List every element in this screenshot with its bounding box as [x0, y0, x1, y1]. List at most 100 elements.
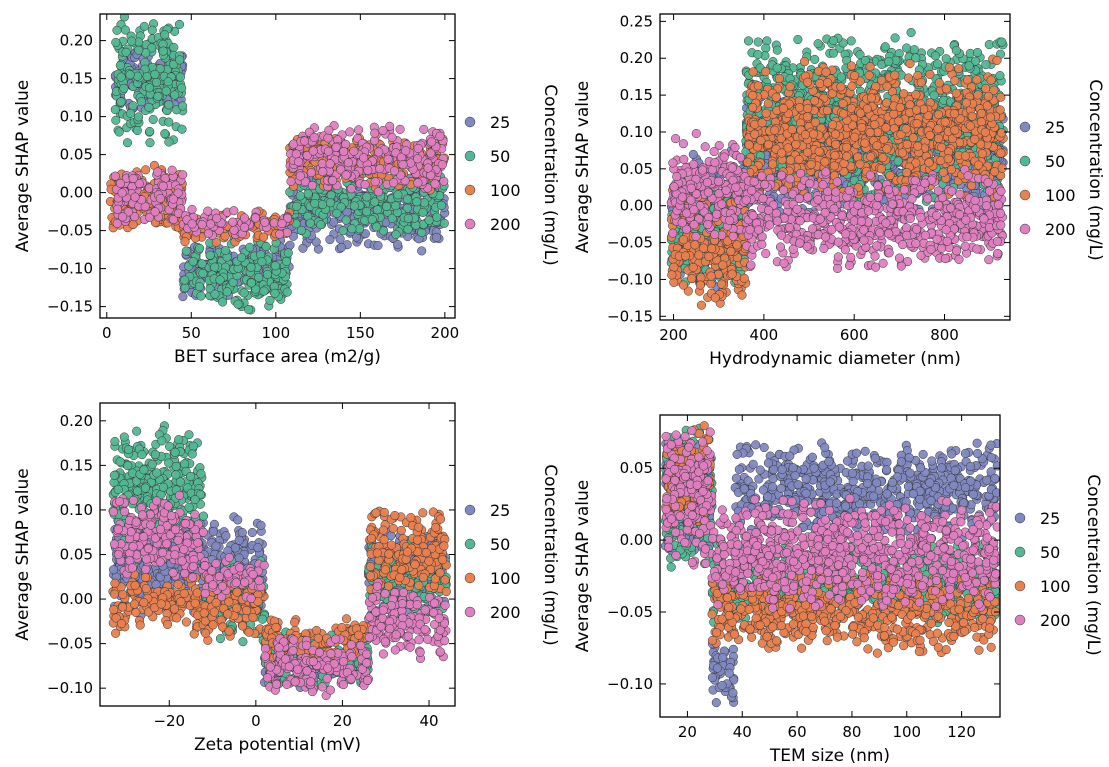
data-point	[413, 143, 423, 153]
data-point	[305, 218, 315, 228]
data-point	[906, 27, 916, 38]
data-point	[212, 213, 222, 223]
data-point	[187, 219, 197, 229]
data-point	[308, 146, 318, 156]
data-point	[228, 217, 238, 227]
legend-label: 25	[490, 113, 510, 132]
data-point	[439, 176, 449, 186]
data-point	[163, 77, 173, 87]
data-point	[203, 206, 213, 216]
data-point	[688, 149, 698, 159]
data-point	[349, 201, 359, 211]
data-point	[385, 121, 395, 131]
data-point	[417, 227, 427, 238]
series-200	[110, 121, 449, 240]
data-point	[332, 208, 342, 218]
data-point	[699, 243, 709, 253]
data-point	[695, 280, 705, 290]
data-point	[753, 49, 763, 60]
y-tick-label: −0.10	[47, 260, 93, 278]
data-point	[147, 43, 157, 53]
data-point	[134, 45, 144, 55]
data-point	[117, 188, 127, 198]
data-point	[418, 207, 428, 217]
data-point	[303, 189, 313, 199]
data-point	[387, 213, 397, 223]
data-point	[713, 269, 724, 279]
data-point	[439, 218, 449, 228]
data-point	[178, 292, 188, 302]
data-point	[150, 69, 160, 79]
data-point	[222, 287, 232, 297]
data-point	[317, 159, 327, 169]
data-point	[417, 246, 427, 256]
data-point	[669, 262, 679, 272]
data-point	[403, 224, 413, 234]
data-point	[707, 244, 717, 254]
data-point	[383, 154, 393, 164]
data-point	[134, 112, 144, 122]
data-point	[336, 202, 346, 212]
data-point	[323, 133, 333, 143]
data-point	[180, 283, 190, 293]
data-point	[169, 42, 179, 52]
data-point	[291, 149, 301, 159]
data-point	[363, 165, 373, 175]
data-point	[296, 225, 306, 235]
data-point	[359, 153, 369, 163]
scatter-points	[105, 14, 450, 315]
data-point	[180, 237, 190, 247]
data-point	[389, 178, 399, 188]
data-point	[153, 91, 163, 101]
data-point	[206, 219, 216, 229]
data-point	[233, 299, 243, 309]
data-point	[413, 154, 423, 164]
data-point	[262, 269, 273, 279]
y-tick-label: 0.05	[60, 146, 93, 164]
data-point	[136, 97, 147, 107]
data-point	[168, 194, 178, 204]
data-point	[282, 227, 292, 238]
data-point	[435, 131, 445, 141]
data-point	[680, 251, 691, 261]
data-point	[180, 275, 190, 285]
data-point	[354, 125, 364, 135]
data-point	[229, 206, 239, 216]
data-point	[292, 201, 302, 211]
data-point	[836, 72, 846, 82]
data-point	[116, 97, 126, 107]
legend-label: 200	[490, 215, 521, 234]
x-axis-label: BET surface area (m2/g)	[174, 347, 381, 367]
data-point	[909, 45, 919, 55]
data-point	[198, 268, 208, 278]
data-point	[139, 21, 149, 31]
data-point	[210, 289, 220, 299]
data-point	[178, 101, 188, 111]
data-point	[175, 72, 185, 82]
data-point	[147, 25, 157, 35]
y-tick-label: −0.15	[47, 298, 93, 316]
data-point	[115, 178, 126, 188]
data-point	[930, 51, 940, 61]
data-point	[111, 115, 121, 125]
legend-marker	[464, 116, 476, 128]
data-point	[727, 269, 737, 279]
data-point	[173, 188, 183, 198]
data-point	[772, 45, 782, 55]
data-point	[339, 146, 349, 157]
data-point	[145, 138, 155, 148]
data-point	[828, 48, 838, 58]
chart-panel-1: 200 400 600 800−0.15−0.10−0.050.000.050.100…	[573, 12, 1105, 369]
data-point	[688, 262, 698, 272]
data-point	[236, 253, 247, 263]
data-point	[412, 197, 422, 207]
data-point	[318, 167, 328, 177]
data-point	[704, 252, 714, 262]
data-point	[121, 47, 131, 57]
data-point	[210, 262, 220, 272]
data-point	[984, 39, 994, 50]
data-point	[244, 304, 254, 315]
data-point	[270, 288, 280, 298]
data-point	[726, 246, 736, 256]
